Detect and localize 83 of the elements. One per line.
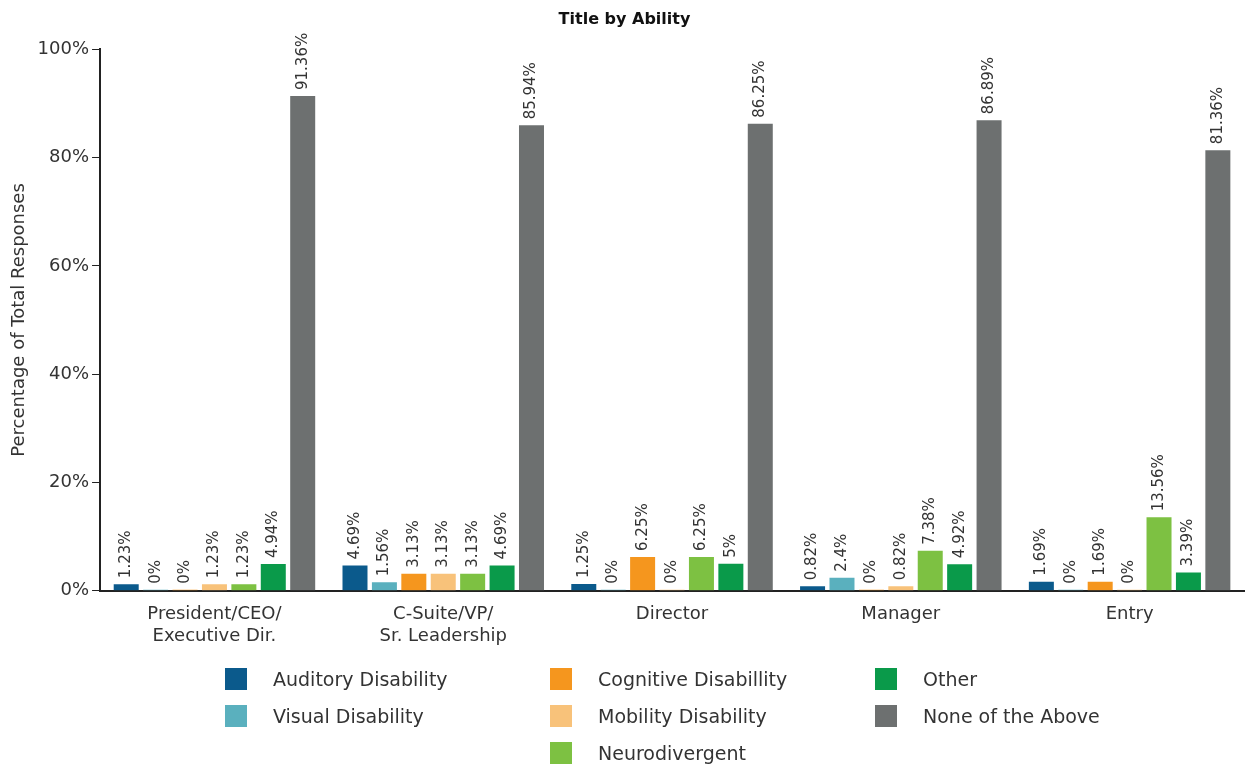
bar xyxy=(718,563,744,591)
bar xyxy=(976,120,1002,591)
bar xyxy=(290,95,316,591)
bar xyxy=(489,565,515,591)
bar xyxy=(571,584,597,591)
x-tick-label: Director xyxy=(635,602,709,624)
bar xyxy=(688,556,714,591)
data-label: 5% xyxy=(720,533,739,558)
y-axis-title: Percentage of Total Responses xyxy=(7,183,29,457)
bar xyxy=(1146,517,1172,591)
legend-label: Visual Disability xyxy=(273,704,424,727)
data-label: 86.25% xyxy=(750,60,769,118)
bar xyxy=(371,582,397,591)
bar xyxy=(342,565,368,591)
data-label: 1.69% xyxy=(1090,527,1109,576)
data-label: 1.56% xyxy=(374,528,393,577)
bar xyxy=(260,564,286,591)
y-tick-label: 100% xyxy=(37,36,90,58)
legend-label: None of the Above xyxy=(923,704,1100,727)
bar xyxy=(201,584,227,591)
x-tick-label: C-Suite/VP/ Sr. Leadership xyxy=(379,602,508,645)
data-label: 0% xyxy=(174,560,193,584)
x-tick-label: President/CEO/ Executive Dir. xyxy=(147,602,283,645)
data-label: 0% xyxy=(145,560,164,584)
bar xyxy=(430,573,456,591)
bar xyxy=(460,573,486,591)
data-label: 7.38% xyxy=(920,497,939,545)
data-label: 1.23% xyxy=(233,530,252,579)
bar xyxy=(1087,581,1113,591)
y-tick-label: 80% xyxy=(49,145,90,167)
data-label: 4.94% xyxy=(263,510,282,559)
y-tick-label: 0% xyxy=(60,578,90,600)
data-label: 4.92% xyxy=(949,510,968,559)
data-label: 3.13% xyxy=(433,520,452,568)
y-tick-label: 20% xyxy=(49,470,90,492)
bar xyxy=(518,125,544,591)
bar xyxy=(630,556,656,591)
bar xyxy=(1028,581,1054,591)
bar xyxy=(401,573,427,591)
data-label: 2.4% xyxy=(831,533,850,572)
data-label: 81.36% xyxy=(1207,86,1226,145)
data-label: 1.23% xyxy=(204,530,223,579)
bar xyxy=(888,586,914,591)
data-label: 0.82% xyxy=(890,532,909,581)
data-label: 0% xyxy=(661,560,680,584)
y-tick-label: 40% xyxy=(49,361,90,383)
bar xyxy=(231,584,257,591)
legend-label: Neurodivergent xyxy=(598,741,746,764)
data-label: 4.69% xyxy=(491,511,510,560)
data-label: 3.39% xyxy=(1178,518,1197,567)
bar xyxy=(947,564,973,591)
data-label: 6.25% xyxy=(691,503,710,551)
data-label: 13.56% xyxy=(1148,454,1167,512)
data-label: 0.82% xyxy=(802,532,821,581)
legend-label: Cognitive Disabillity xyxy=(598,667,788,690)
data-label: 0% xyxy=(603,560,622,584)
data-label: 1.25% xyxy=(573,530,592,579)
data-label: 1.23% xyxy=(116,530,135,579)
bar xyxy=(747,123,773,591)
data-label: 1.69% xyxy=(1031,527,1050,576)
legend-label: Other xyxy=(923,667,977,690)
data-label: 3.13% xyxy=(403,520,422,568)
legend-label: Auditory Disability xyxy=(273,667,448,690)
chart-title: Title by Ability xyxy=(558,8,691,28)
data-label: 0% xyxy=(1060,560,1079,584)
data-label: 0% xyxy=(861,560,880,584)
data-label: 86.89% xyxy=(978,57,997,115)
data-label: 3.13% xyxy=(462,520,481,568)
data-label: 4.69% xyxy=(344,511,363,560)
bar xyxy=(1175,572,1201,591)
bar xyxy=(113,584,139,591)
data-label: 6.25% xyxy=(632,503,651,551)
bar xyxy=(1205,150,1231,591)
data-label: 0% xyxy=(1119,560,1138,584)
bar xyxy=(800,586,826,591)
legend-label: Mobility Disability xyxy=(598,704,767,727)
x-tick-label: Manager xyxy=(861,602,941,624)
data-label: 91.36% xyxy=(292,32,311,90)
x-tick-label: Entry xyxy=(1105,602,1154,624)
bar xyxy=(917,550,943,591)
data-label: 85.94% xyxy=(521,62,540,120)
y-tick-label: 60% xyxy=(49,253,90,275)
bar xyxy=(829,577,855,591)
